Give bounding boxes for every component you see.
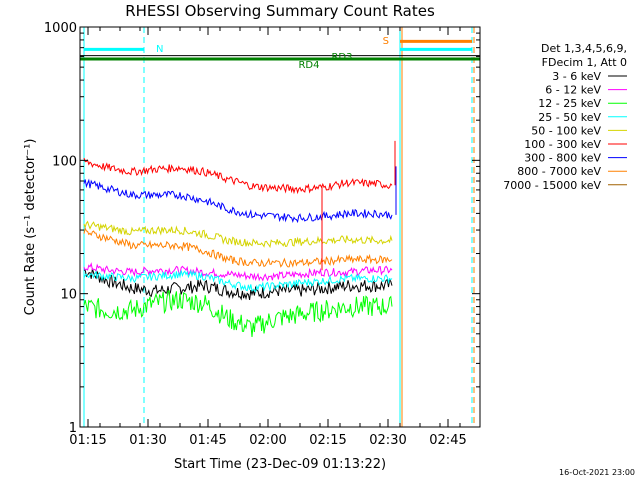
series-trace-7 <box>83 226 393 268</box>
legend-label-6: 300 - 800 keV <box>524 152 601 165</box>
series-4 <box>83 220 393 249</box>
legend-label-0: 3 - 6 keV <box>552 70 601 83</box>
legend-label-3: 25 - 50 keV <box>538 111 601 124</box>
y-tick-label-3: 1000 <box>44 21 77 36</box>
y-axis-title: Count Rate (s⁻¹ detector⁻¹) <box>23 139 38 316</box>
axis-ticks: 01:15 01:30 01:45 02:00 02:15 02:30 02:45 1 10 10… <box>44 21 481 448</box>
x-axis-title: Start Time (23-Dec-09 01:13:22) <box>174 457 386 472</box>
state-label-rd4: RD4 <box>298 60 319 71</box>
series-7 <box>83 226 393 268</box>
series-lines <box>83 140 397 337</box>
y-tick-label-1: 10 <box>60 288 77 303</box>
series-3 <box>83 269 393 293</box>
x-tick-label-4: 02:15 <box>309 433 346 448</box>
state-bars: N S RD3 RD4 <box>80 36 480 71</box>
state-label-n: N <box>156 44 163 55</box>
legend-header-line-2: FDecim 1, Att 0 <box>542 56 627 69</box>
legend: Det 1,3,4,5,6,9, FDecim 1, Att 0 3 - 6 k… <box>503 42 627 192</box>
series-6 <box>83 178 393 224</box>
timestamp-footer: 16-Oct-2021 23:00 <box>559 468 635 477</box>
legend-label-2: 12 - 25 keV <box>538 97 601 110</box>
series-trace-1 <box>83 262 393 282</box>
legend-label-1: 6 - 12 keV <box>545 84 601 97</box>
y-tick-label-2: 100 <box>52 154 77 169</box>
chart-title: RHESSI Observing Summary Count Rates <box>125 2 435 20</box>
legend-label-5: 100 - 300 keV <box>524 138 601 151</box>
series-trace-3 <box>83 269 393 293</box>
series-5 <box>83 157 393 195</box>
x-tick-label-0: 01:15 <box>69 433 106 448</box>
legend-header-line-1: Det 1,3,4,5,6,9, <box>541 42 627 55</box>
series-1 <box>83 262 393 282</box>
series-trace-4 <box>83 220 393 249</box>
x-tick-label-2: 01:45 <box>189 433 226 448</box>
state-label-s: S <box>383 36 389 47</box>
y-tick-label-0: 1 <box>69 421 77 436</box>
series-trace-0 <box>83 268 393 301</box>
legend-label-7: 800 - 7000 keV <box>517 165 601 178</box>
series-trace-6 <box>83 178 393 224</box>
legend-label-8: 7000 - 15000 keV <box>503 179 601 192</box>
series-trace-5 <box>83 157 393 195</box>
x-tick-label-5: 02:30 <box>369 433 406 448</box>
x-tick-label-1: 01:30 <box>129 433 166 448</box>
vertical-markers <box>83 27 475 427</box>
series-0 <box>83 268 393 301</box>
x-tick-label-6: 02:45 <box>429 433 466 448</box>
state-label-rd3: RD3 <box>331 52 352 63</box>
series-trace-2 <box>83 290 393 337</box>
series-2 <box>83 290 393 337</box>
x-tick-label-3: 02:00 <box>249 433 286 448</box>
legend-label-4: 50 - 100 keV <box>531 124 601 137</box>
plot-frame <box>79 26 481 428</box>
